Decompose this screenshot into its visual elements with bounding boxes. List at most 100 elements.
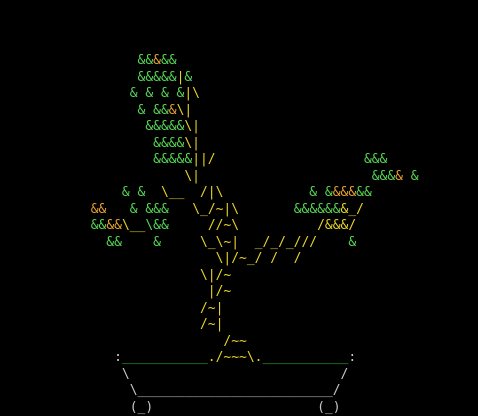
art-segment — [0, 152, 153, 167]
art-segment: & — [348, 234, 357, 250]
art-segment: &&&&& — [145, 119, 185, 134]
art-segment — [0, 400, 130, 415]
art-segment — [0, 202, 91, 217]
art-segment — [0, 218, 91, 233]
art-segment: \ / — [121, 366, 349, 382]
art-segment — [0, 136, 153, 151]
art-row: &&&&& — [0, 52, 177, 69]
art-segment: ___________ — [121, 350, 208, 365]
art-segment — [0, 185, 122, 200]
art-segment — [122, 235, 153, 250]
art-segment: \&& — [145, 218, 169, 233]
art-segment: &&& — [363, 152, 388, 167]
art-segment: \| — [184, 135, 200, 151]
art-segment: & &&& — [129, 201, 169, 217]
art-segment: //~\ — [168, 218, 240, 233]
art-segment: \__ /|\ — [145, 185, 224, 200]
art-segment: ||/ — [192, 152, 216, 167]
art-segment — [317, 235, 348, 250]
art-segment — [106, 202, 129, 217]
art-segment — [216, 152, 364, 167]
art-segment: \| — [184, 119, 200, 134]
art-segment — [0, 334, 223, 349]
art-segment: |/~ — [207, 284, 232, 299]
art-segment: & — [395, 168, 411, 184]
art-segment: : — [348, 350, 357, 365]
art-segment: /~| — [199, 300, 224, 316]
art-segment — [0, 103, 138, 118]
art-segment: & — [153, 53, 161, 68]
art-row: \| &&&& & — [0, 168, 419, 185]
art-segment — [0, 383, 130, 398]
art-segment: & & & & — [129, 86, 185, 101]
art-segment — [0, 350, 114, 365]
art-segment: &_/ — [340, 201, 364, 217]
art-segment: (_) — [317, 399, 341, 415]
art-row: & & \__ /|\ & &&&&&& — [0, 184, 372, 201]
art-segment — [0, 119, 145, 134]
art-segment — [0, 235, 106, 250]
art-segment: &&&&& — [137, 69, 177, 85]
art-segment: & && — [137, 102, 169, 118]
art-row: &&&&&\| — [0, 118, 200, 135]
art-segment: & — [168, 102, 177, 118]
art-segment: && — [160, 53, 177, 68]
art-segment: \|/~ — [199, 267, 232, 283]
art-segment: && — [106, 234, 122, 250]
art-row: & & & &|\ — [0, 85, 200, 102]
art-segment — [200, 169, 372, 184]
art-segment: \_________________________/ — [129, 383, 341, 398]
art-segment: &&&&&& — [293, 201, 341, 217]
art-segment — [0, 284, 208, 299]
art-segment — [223, 185, 309, 200]
art-segment: && — [90, 218, 107, 233]
art-row: \|/~_/ / / — [0, 250, 302, 267]
art-segment: &&& — [332, 185, 357, 200]
art-segment: (_) — [129, 399, 154, 415]
art-row: \|/~ — [0, 267, 231, 284]
art-segment: ./~~~\. — [207, 350, 263, 365]
art-segment: \_\~| _/_/_/// — [160, 234, 318, 250]
art-segment — [239, 218, 317, 233]
art-row: &&&&\__\&& //~\ /&&&/ — [0, 217, 357, 234]
art-row: &&&&&||/ &&& — [0, 151, 387, 168]
art-segment: \_/~|\ — [168, 201, 240, 217]
art-segment: & — [153, 234, 161, 250]
art-segment: \__ — [121, 218, 146, 233]
art-segment: \| — [176, 102, 193, 118]
art-segment: | — [176, 69, 185, 85]
art-row: :___________./~~~\.___________: — [0, 349, 356, 366]
art-row: && & &&& \_/~|\ &&&&&&&_/ — [0, 201, 364, 218]
art-segment — [239, 202, 294, 217]
art-segment — [0, 86, 130, 101]
art-segment: \| — [184, 168, 200, 184]
art-segment: && — [356, 185, 372, 200]
art-row: /~~ — [0, 333, 246, 350]
art-segment — [0, 53, 138, 68]
art-segment: &&&& — [153, 135, 185, 151]
art-segment — [0, 169, 184, 184]
art-segment: & — [184, 69, 193, 85]
art-row: |/~ — [0, 283, 231, 300]
art-segment: /~| — [199, 317, 224, 332]
art-row: &&&&&|& — [0, 69, 193, 86]
art-segment: & & — [309, 185, 333, 200]
art-segment: |\ — [184, 86, 200, 101]
art-row: &&&&\| — [0, 135, 200, 152]
art-row: /~| — [0, 300, 223, 317]
art-row: \_________________________/ — [0, 382, 341, 399]
art-segment — [0, 70, 138, 85]
art-segment: && — [137, 53, 154, 68]
art-segment: /&&&/ — [317, 218, 357, 233]
art-segment — [0, 251, 216, 266]
art-segment — [153, 400, 317, 415]
art-segment: \|/~_/ / / — [215, 251, 302, 266]
art-segment: & — [410, 168, 419, 184]
art-segment — [0, 301, 200, 316]
art-segment: &&&&& — [153, 152, 193, 167]
art-row: (_) (_) — [0, 399, 341, 416]
art-segment: && — [106, 218, 122, 233]
art-row: \ / — [0, 366, 348, 383]
art-row: /~| — [0, 316, 223, 333]
